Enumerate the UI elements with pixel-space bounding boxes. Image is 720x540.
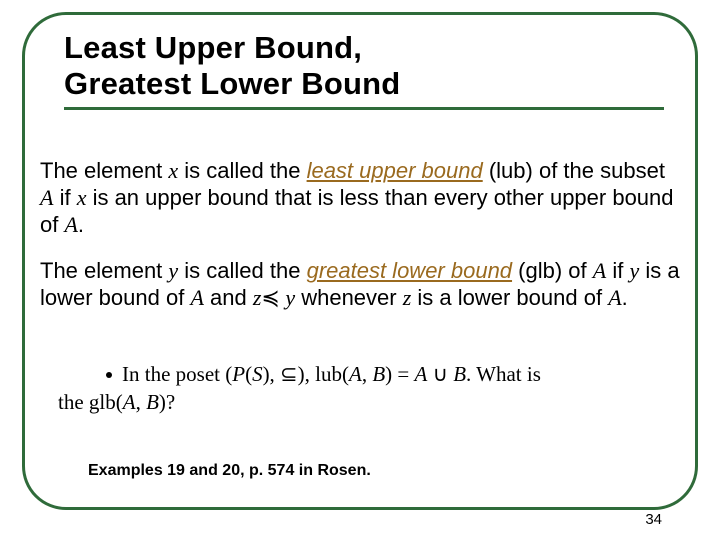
text: The element [40, 158, 168, 183]
slide: Least Upper Bound, Greatest Lower Bound … [0, 0, 720, 540]
var-a: A [593, 258, 606, 283]
text: The element [40, 258, 168, 283]
var-y: y [629, 258, 639, 283]
text: is a lower bound of [411, 285, 608, 310]
text: . [622, 285, 628, 310]
text: whenever [295, 285, 403, 310]
text: is called the [178, 158, 306, 183]
var-a: A [414, 362, 427, 386]
text: , [362, 362, 373, 386]
term-glb: greatest lower bound [307, 258, 512, 283]
text: (glb) of [512, 258, 593, 283]
text: is called the [178, 258, 306, 283]
examples-reference: Examples 19 and 20, p. 574 in Rosen. [88, 462, 371, 480]
text: (lub) of the subset [483, 158, 665, 183]
var-y: y [168, 258, 178, 283]
var-a: A [64, 212, 77, 237]
var-s: S [252, 362, 263, 386]
example-question: In the poset (P(S), ⊆), lub(A, B) = A ∪ … [58, 360, 678, 417]
slide-title: Least Upper Bound, Greatest Lower Bound [64, 30, 654, 101]
var-p: P [232, 362, 245, 386]
text: . What is [466, 362, 541, 386]
text: if [606, 258, 629, 283]
text: ( [245, 362, 252, 386]
var-a: A [40, 185, 53, 210]
union-symbol: ∪ [427, 362, 453, 386]
question-line-1: In the poset (P(S), ⊆), lub(A, B) = A ∪ … [58, 360, 678, 388]
var-z: z [403, 285, 412, 310]
title-line-2: Greatest Lower Bound [64, 66, 400, 101]
title-rule [64, 107, 664, 110]
var-a: A [190, 285, 203, 310]
var-b: B [372, 362, 385, 386]
term-lub: least upper bound [307, 158, 483, 183]
text: if [53, 185, 76, 210]
bullet-icon [106, 372, 112, 378]
text: In the poset ( [122, 362, 232, 386]
var-a: A [123, 390, 136, 414]
question-line-2: the glb(A, B)? [58, 388, 678, 416]
title-line-1: Least Upper Bound, [64, 30, 362, 65]
paragraph-glb: The element y is called the greatest low… [40, 258, 680, 312]
text: . [78, 212, 84, 237]
text: ) = [385, 362, 414, 386]
text: )? [159, 390, 175, 414]
var-b: B [453, 362, 466, 386]
text: ), ⊆), lub( [263, 362, 349, 386]
text: the glb( [58, 390, 123, 414]
text: , [136, 390, 147, 414]
text: is an upper bound that is less than ever… [40, 185, 674, 237]
page-number: 34 [645, 511, 662, 528]
paragraph-lub: The element x is called the least upper … [40, 158, 680, 238]
title-block: Least Upper Bound, Greatest Lower Bound [64, 30, 654, 110]
rel-preceq: ≼ [261, 285, 279, 310]
text: and [204, 285, 253, 310]
var-a: A [608, 285, 621, 310]
var-x: x [168, 158, 178, 183]
var-b: B [146, 390, 159, 414]
var-a: A [349, 362, 362, 386]
body-text: The element x is called the least upper … [40, 158, 680, 332]
var-y: y [280, 285, 295, 310]
var-x: x [77, 185, 87, 210]
